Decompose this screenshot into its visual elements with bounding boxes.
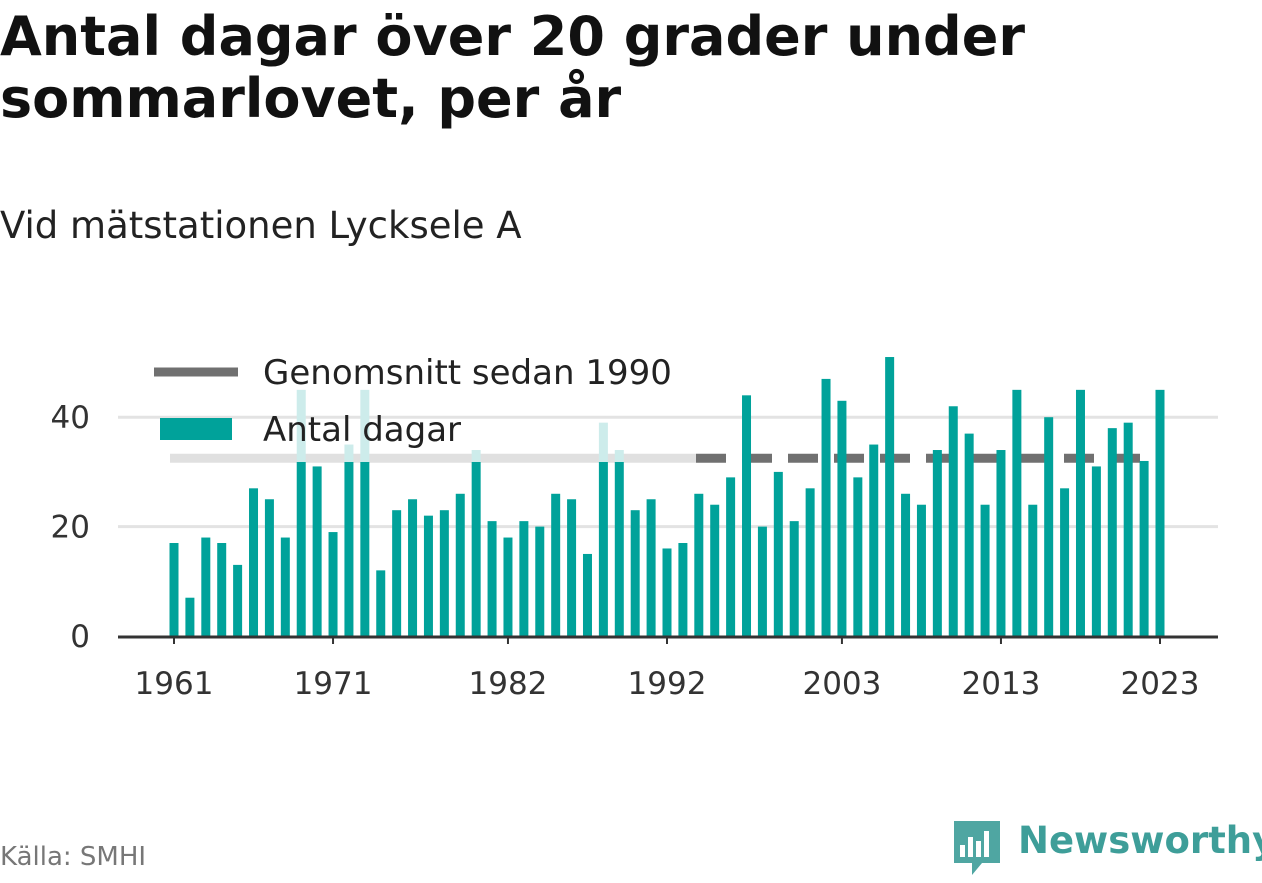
bar-1997	[742, 395, 752, 636]
bar-1969-faded	[296, 389, 306, 462]
bar-1993	[678, 543, 688, 636]
bar-2011	[964, 433, 974, 636]
bar-1973-faded	[360, 389, 370, 462]
bar-2003	[837, 400, 847, 636]
bar-2004	[853, 477, 863, 636]
x-tick-label-1992: 1992	[628, 666, 707, 702]
bar-1999	[773, 471, 783, 636]
newsworthy-logo: Newsworthy	[950, 817, 1262, 879]
bar-1990	[630, 510, 640, 636]
bar-2019	[1091, 466, 1101, 636]
bar-2015	[1028, 504, 1038, 636]
bar-1991	[646, 499, 656, 636]
y-tick-label-40: 40	[51, 400, 90, 436]
bar-1980-faded	[471, 450, 481, 462]
bar-1964	[217, 543, 227, 636]
chart-title: Antal dagar över 20 grader under sommarl…	[0, 5, 1025, 130]
bar-1985	[551, 493, 561, 636]
bar-1977	[423, 515, 433, 636]
bar-1971	[328, 532, 338, 636]
bar-1986	[567, 499, 577, 636]
logo-text: Newsworthy	[1018, 819, 1262, 862]
bar-1979	[455, 493, 465, 636]
bar-1972	[344, 462, 354, 636]
bar-2006	[885, 357, 895, 636]
bar-1982	[503, 537, 513, 636]
x-tick-label-1982: 1982	[469, 666, 548, 702]
legend-label-average: Genomsnitt sedan 1990	[263, 353, 672, 393]
bar-1973	[360, 462, 370, 636]
bar-1994	[694, 493, 704, 636]
bar-1962	[185, 597, 195, 636]
bar-1988-faded	[598, 422, 608, 462]
bar-1975	[392, 510, 402, 636]
x-tick-label-1961: 1961	[135, 666, 214, 702]
bar-2000	[789, 521, 799, 636]
x-tick-label-2023: 2023	[1121, 666, 1200, 702]
bar-2001	[805, 488, 815, 636]
bar-2005	[869, 444, 879, 636]
bar-1980	[471, 462, 481, 636]
bar-2020	[1107, 428, 1117, 636]
x-tick-label-2003: 2003	[802, 666, 881, 702]
bar-2010	[948, 406, 958, 636]
bar-2018	[1075, 389, 1085, 636]
x-tick-label-2013: 2013	[962, 666, 1041, 702]
bar-1976	[408, 499, 418, 636]
bar-1969	[296, 462, 306, 636]
bar-1970	[312, 466, 322, 636]
bar-2002	[821, 378, 831, 636]
bar-1988	[598, 462, 608, 636]
bar-1995	[710, 504, 720, 636]
bar-2012	[980, 504, 990, 636]
x-tick-label-1971: 1971	[294, 666, 373, 702]
y-tick-label-20: 20	[51, 510, 90, 546]
bar-2022	[1139, 460, 1149, 636]
bar-2009	[932, 450, 942, 636]
bar-1992	[662, 548, 672, 636]
bar-2007	[901, 493, 911, 636]
bar-2023	[1155, 389, 1165, 636]
legend-swatch-bars	[160, 418, 232, 440]
newsworthy-logo-icon	[954, 821, 1000, 875]
bar-1961	[169, 543, 179, 636]
bar-1972-faded	[344, 444, 354, 462]
chart-subtitle: Vid mätstationen Lycksele A	[0, 204, 522, 247]
bar-1963	[201, 537, 211, 636]
bar-2014	[1012, 389, 1022, 636]
bar-1998	[757, 526, 767, 636]
bars	[169, 357, 1165, 636]
bar-1983	[519, 521, 529, 636]
bar-2016	[1044, 417, 1054, 636]
bar-1989-faded	[614, 450, 624, 462]
legend-label-bars: Antal dagar	[263, 410, 461, 450]
bar-1989	[614, 462, 624, 636]
bar-1967	[264, 499, 274, 636]
axes: 0 20 40 1961 1971 1982 1992 2003 2013 2023	[51, 400, 1218, 702]
bar-1965	[233, 564, 243, 636]
bar-1996	[726, 477, 736, 636]
bar-1981	[487, 521, 497, 636]
bar-1968	[280, 537, 290, 636]
bar-1984	[535, 526, 545, 636]
bar-2008	[916, 504, 926, 636]
bar-2017	[1060, 488, 1070, 636]
bar-1974	[376, 570, 386, 636]
bar-2013	[996, 450, 1006, 636]
bar-1987	[582, 553, 592, 636]
bar-1978	[439, 510, 449, 636]
source-note: Källa: SMHI	[0, 842, 147, 872]
bar-2021	[1123, 422, 1133, 636]
y-tick-label-0: 0	[70, 619, 90, 655]
legend: Genomsnitt sedan 1990 Antal dagar	[154, 353, 672, 450]
bar-1966	[249, 488, 259, 636]
